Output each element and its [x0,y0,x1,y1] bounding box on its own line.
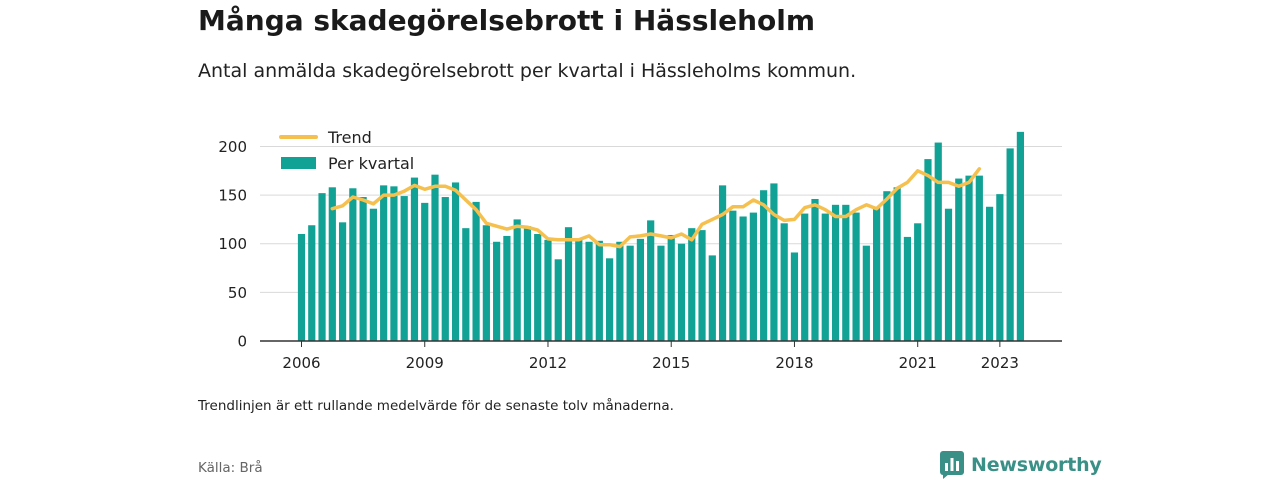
bar-2014-Q1 [626,245,634,341]
bar-2012-Q1 [544,239,552,341]
axes: 0 50 100 150 200 2006 2009 2012 2015 2018 2021 2023 [218,138,1062,372]
bar-2015-Q3 [688,228,696,341]
bar-2006-Q3 [318,193,326,341]
bar-2013-Q3 [606,258,614,341]
y-tick-label: 200 [218,138,247,156]
bar-2010-Q3 [482,225,490,341]
bar-2011-Q2 [513,219,521,341]
x-tick-label: 2012 [529,354,567,372]
y-tick-label: 150 [218,187,247,205]
x-tick-label: 2021 [899,354,937,372]
bar-2009-Q1 [421,202,429,341]
bar-2023-Q1 [996,194,1004,341]
x-tick-label: 2018 [775,354,813,372]
bar-2020-Q3 [893,187,901,341]
bar-2009-Q4 [451,182,460,341]
bar-2008-Q1 [380,185,388,341]
bar-2016-Q2 [718,185,727,341]
bar-2014-Q2 [636,238,645,341]
chart-title: Många skadegörelsebrott i Hässleholm [198,4,816,37]
bar-2018-Q3 [811,198,819,341]
bar-2014-Q3 [647,220,655,341]
bar-2019-Q1 [831,204,840,341]
bar-2010-Q2 [472,201,480,341]
legend-trend-label: Trend [327,128,372,147]
trend-series [330,167,982,249]
y-tick-label: 0 [237,333,247,351]
bar-2017-Q2 [760,190,768,341]
legend: Trend Per kvartal [279,128,414,173]
bar-2009-Q2 [431,174,439,341]
bar-2020-Q4 [903,236,912,341]
bar-2017-Q4 [780,223,788,341]
bar-2018-Q4 [821,213,829,341]
bar-2020-Q2 [883,191,891,341]
bar-2018-Q1 [790,252,799,341]
bar-2012-Q2 [554,259,562,341]
bar-2012-Q3 [564,227,573,341]
bar-2019-Q3 [852,212,860,341]
x-tick-label: 2015 [652,354,690,372]
bar-2016-Q3 [729,210,737,341]
bar-2018-Q2 [801,213,809,341]
bar-2011-Q4 [534,234,542,341]
bar-2008-Q3 [400,196,408,341]
bar-2016-Q4 [739,216,747,341]
x-tick-label: 2023 [981,354,1019,372]
bar-2019-Q4 [862,245,870,341]
bar-2023-Q2 [1006,148,1014,341]
bar-2022-Q3 [975,175,983,341]
bar-2015-Q1 [667,234,675,341]
bar-2008-Q2 [390,186,398,341]
bar-2021-Q2 [924,159,932,341]
bar-2011-Q3 [523,226,532,341]
bar-2006-Q2 [308,225,316,341]
bar-2010-Q4 [493,241,501,341]
trend-line [330,167,982,249]
bar-2020-Q1 [873,206,881,341]
bar-2006-Q4 [328,187,336,341]
bar-2019-Q2 [842,204,850,341]
bar-2015-Q4 [698,230,706,341]
bar-2022-Q4 [985,206,994,341]
bar-2021-Q3 [934,142,942,341]
brand-name: Newsworthy [971,454,1102,476]
bar-chart-logo-icon [940,451,964,479]
bar-2011-Q1 [503,235,511,341]
bar-2023-Q3 [1016,131,1024,341]
x-tick-label: 2009 [406,354,444,372]
bar-2006-Q1 [297,234,306,341]
brand-logo[interactable]: Newsworthy [940,451,1102,479]
bar-2021-Q4 [944,208,953,341]
bar-2008-Q4 [410,177,419,341]
bar-2022-Q1 [955,178,963,341]
y-tick-label: 100 [218,235,247,253]
bar-2010-Q1 [462,228,470,341]
bar-2009-Q3 [441,197,449,341]
x-tick-label: 2006 [282,354,320,372]
bar-2007-Q2 [349,188,357,341]
legend-bar-swatch [281,157,316,169]
bar-2022-Q2 [965,175,973,341]
legend-bar-label: Per kvartal [328,154,414,173]
bar-2016-Q1 [708,255,716,341]
bar-2021-Q1 [914,223,922,341]
y-tick-label: 50 [228,284,247,302]
chart-subtitle: Antal anmälda skadegörelsebrott per kvar… [198,60,857,82]
bar-2013-Q1 [585,241,593,341]
footnote: Trendlinjen är ett rullande medelvärde f… [198,398,674,414]
bar-2013-Q2 [595,240,603,341]
source-label: Källa: Brå [198,460,263,476]
bar-2013-Q4 [616,241,624,341]
bar-2007-Q1 [338,222,347,341]
bar-2014-Q4 [657,245,665,341]
bar-2007-Q3 [359,197,367,341]
bars [297,131,1024,341]
bar-2015-Q2 [677,243,686,341]
bar-2012-Q4 [575,239,583,341]
bar-2017-Q3 [770,183,778,341]
bar-2017-Q1 [749,212,757,341]
bar-2007-Q4 [369,208,377,341]
